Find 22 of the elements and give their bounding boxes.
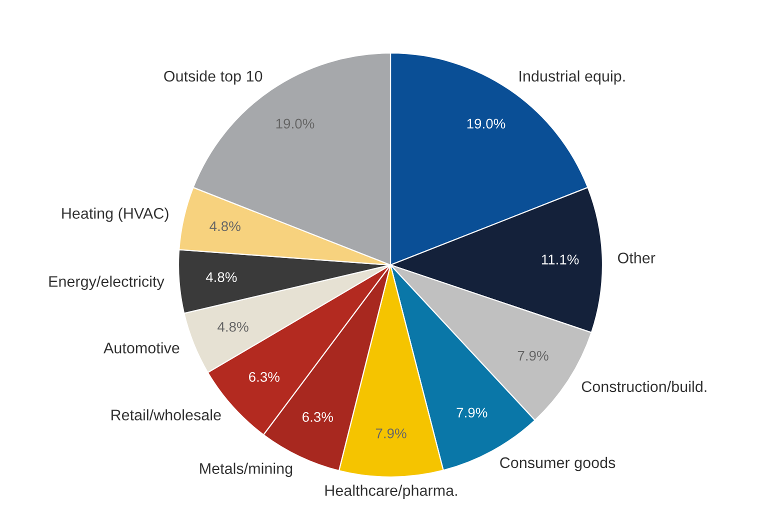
data-label: 4.8% — [218, 322, 248, 332]
data-label: 7.9% — [376, 428, 406, 438]
data-label: 7.9% — [456, 408, 488, 418]
data-label: 19.0% — [467, 118, 506, 129]
data-label: 6.3% — [249, 372, 280, 382]
data-label: 6.3% — [302, 412, 334, 422]
data-label: 7.9% — [518, 350, 548, 361]
slice-label: Healthcare/pharma. — [325, 484, 457, 499]
slice-label: Outside top 10 — [164, 70, 262, 85]
data-label: 4.8% — [206, 272, 237, 282]
slice-label: Consumer goods — [500, 456, 616, 472]
slice-label: Energy/electricity — [49, 276, 164, 290]
data-label: 4.8% — [210, 221, 240, 232]
slice-label: Industrial equip. — [520, 70, 625, 85]
data-label: 19.0% — [276, 118, 314, 129]
slice-label: Other — [618, 252, 656, 264]
slice-label: Automotive — [104, 342, 180, 354]
slice-label: Heating (HVAC) — [62, 208, 168, 222]
slice-label: Retail/wholesale — [112, 409, 221, 420]
slice-label: Construction/build. — [582, 380, 706, 392]
data-label: 11.1% — [542, 254, 579, 264]
slice-label: Metals/mining — [200, 462, 292, 477]
